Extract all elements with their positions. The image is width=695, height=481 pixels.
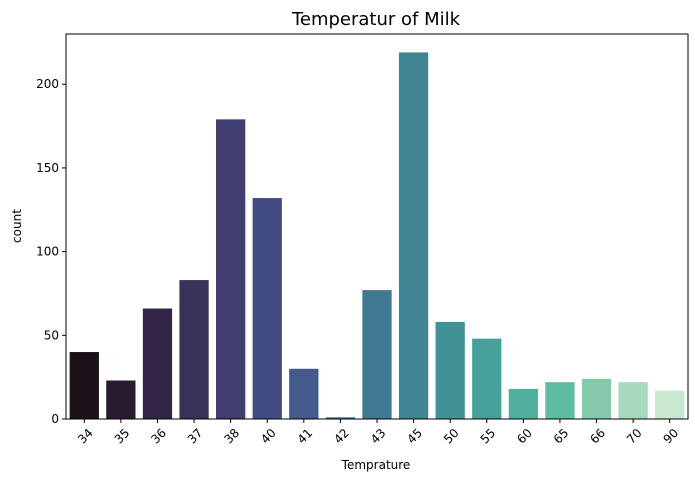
y-tick-label: 200 [36,77,59,91]
plot-frame [65,33,689,420]
x-tick-label: 40 [258,426,279,447]
chart-title: Temperatur of Milk [291,9,461,30]
y-tick-label: 150 [36,161,59,175]
bar-50 [435,321,465,419]
y-tick-label: 0 [51,412,59,426]
bar-60 [508,388,538,419]
x-tick-label: 34 [75,426,96,447]
x-tick-label: 66 [587,426,608,447]
x-tick-label: 70 [624,426,645,447]
bars-group [69,52,685,419]
x-tick-label: 38 [221,426,242,447]
x-tick-label: 37 [185,426,206,447]
bar-34 [69,352,99,419]
bar-36 [142,308,173,419]
bar-45 [398,52,429,419]
y-axis: 0 50 100 150 200 [36,77,66,426]
bar-37 [179,280,209,419]
x-tick-label: 36 [148,426,169,447]
x-tick-label: 55 [478,426,499,447]
x-tick-label: 41 [295,426,316,447]
x-tick-label: 43 [368,426,389,447]
bar-35 [106,380,136,419]
x-tick-label: 60 [514,426,535,447]
bar-40 [252,198,282,419]
x-tick-label: 65 [551,426,572,447]
y-tick-label: 100 [36,245,59,259]
x-tick-label: 90 [661,426,682,447]
x-tick-label: 45 [404,426,425,447]
x-tick-label: 50 [441,426,462,447]
bar-42 [325,417,356,419]
bar-41 [289,368,319,419]
bar-90 [655,390,685,419]
bar-38 [216,119,246,419]
y-tick-label: 50 [44,328,59,342]
x-axis-label: Temprature [341,458,411,472]
x-axis: 34 35 36 37 38 40 41 42 43 45 50 55 60 65 66 70 90 [75,419,681,447]
y-axis-label: count [10,209,24,243]
x-tick-label: 42 [331,426,352,447]
bar-70 [618,382,648,419]
bar-66 [581,378,612,419]
bar-43 [362,290,392,419]
bar-55 [472,338,502,419]
x-tick-label: 35 [112,426,133,447]
bar-65 [545,382,575,419]
